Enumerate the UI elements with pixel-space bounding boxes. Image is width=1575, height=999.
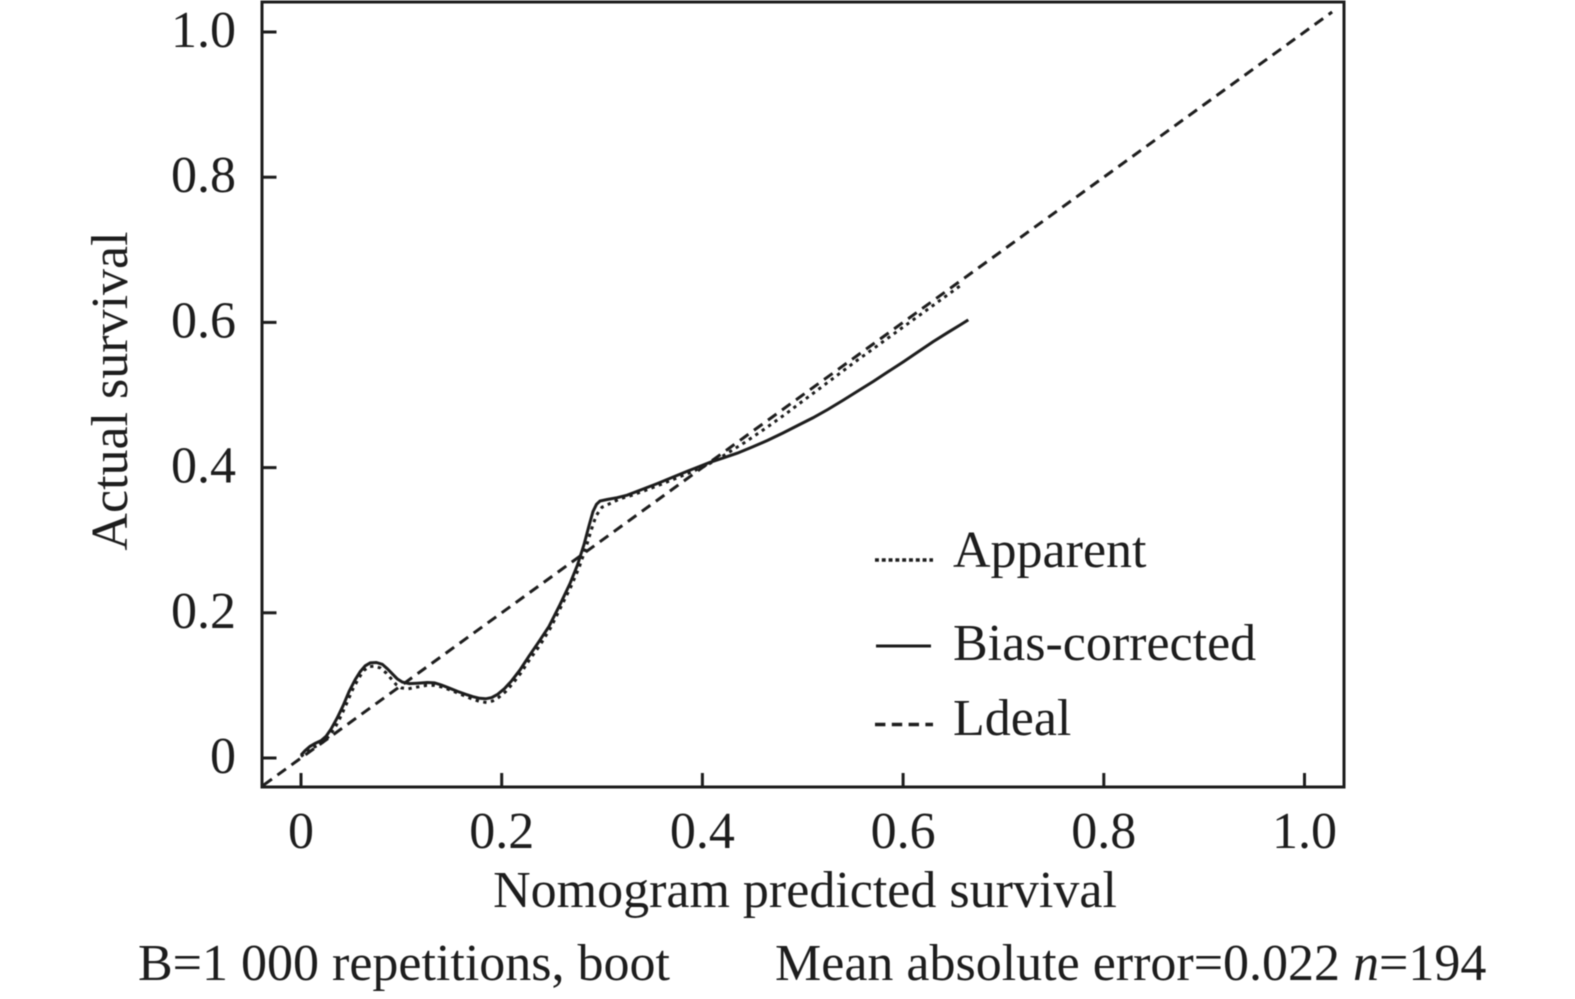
svg-text:Actual survival: Actual survival: [82, 231, 139, 550]
svg-text:Ldeal: Ldeal: [953, 690, 1071, 747]
svg-text:0.6: 0.6: [871, 803, 936, 860]
svg-text:Bias-corrected: Bias-corrected: [953, 615, 1256, 672]
svg-text:Mean absolute error=0.022 n=19: Mean absolute error=0.022 n=194: [775, 935, 1486, 992]
svg-text:0.6: 0.6: [171, 292, 236, 349]
svg-text:Nomogram predicted survival: Nomogram predicted survival: [493, 862, 1117, 919]
svg-text:1.0: 1.0: [171, 2, 236, 59]
svg-text:0.4: 0.4: [670, 803, 735, 860]
svg-text:0.2: 0.2: [171, 583, 236, 640]
svg-text:B=1 000 repetitions, boot: B=1 000 repetitions, boot: [138, 935, 671, 992]
svg-text:0: 0: [288, 803, 314, 860]
svg-text:0.8: 0.8: [1071, 803, 1136, 860]
svg-text:0: 0: [210, 728, 236, 785]
svg-text:Apparent: Apparent: [953, 522, 1147, 579]
svg-text:0.2: 0.2: [469, 803, 534, 860]
svg-text:1.0: 1.0: [1272, 803, 1337, 860]
svg-text:0.8: 0.8: [171, 147, 236, 204]
svg-text:0.4: 0.4: [171, 438, 236, 495]
